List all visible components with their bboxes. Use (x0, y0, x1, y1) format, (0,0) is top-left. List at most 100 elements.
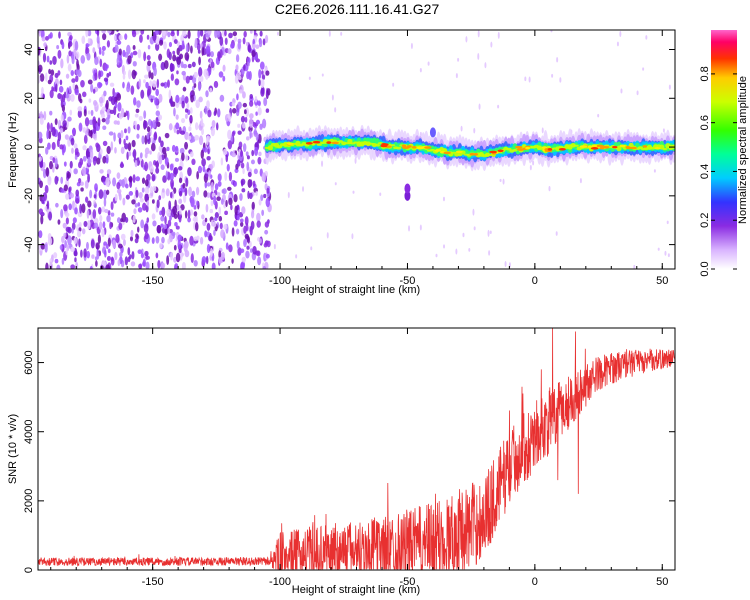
sparse-speckle (465, 36, 468, 43)
noise-speckle (117, 132, 122, 139)
noise-speckle (103, 77, 109, 82)
noise-speckle (161, 206, 166, 217)
noise-speckle (169, 191, 173, 199)
noise-speckle (224, 210, 228, 216)
noise-speckle (257, 107, 262, 116)
ridge-hotspot (654, 146, 661, 150)
ridge-mark (276, 145, 283, 149)
noise-speckle (143, 51, 147, 62)
noise-speckle (240, 115, 246, 123)
noise-speckle (38, 208, 44, 215)
ridge-hotspot (489, 150, 498, 154)
noise-speckle (42, 192, 48, 202)
noise-speckle (93, 203, 98, 208)
noise-speckle (119, 57, 123, 68)
noise-speckle (47, 34, 52, 39)
noise-speckle (78, 238, 81, 248)
noise-speckle (138, 191, 143, 199)
noise-speckle (158, 114, 163, 121)
noise-speckle (189, 235, 194, 246)
spectrogram-axes: -150 -100 -50 0 50 -40 -20 0 20 40 (23, 30, 675, 287)
noise-speckle (178, 44, 183, 52)
noise-speckle (244, 116, 248, 123)
noise-speckle (209, 87, 213, 93)
noise-speckle (217, 180, 222, 187)
noise-speckle (187, 167, 192, 177)
noise-speckle (125, 110, 129, 117)
noise-speckle (258, 69, 262, 79)
noise-speckle (50, 122, 53, 133)
noise-speckle (135, 176, 141, 182)
snr-y-tick-label: 4000 (23, 419, 35, 443)
noise-speckle (235, 228, 240, 235)
noise-speckle (173, 39, 178, 44)
noise-speckle (62, 222, 67, 229)
ridge-mark (512, 148, 518, 152)
noise-speckle (128, 254, 132, 260)
noise-speckle (181, 152, 185, 161)
noise-speckle (137, 226, 140, 233)
noise-speckle (186, 102, 190, 110)
noise-speckle (193, 205, 197, 210)
noise-speckle (187, 209, 191, 219)
noise-speckle (101, 117, 106, 123)
noise-speckle (206, 243, 211, 254)
noise-speckle (65, 193, 70, 200)
noise-speckle (64, 240, 67, 249)
noise-speckle (147, 85, 152, 96)
noise-speckle (82, 155, 87, 162)
noise-speckle (127, 247, 131, 256)
noise-speckle (78, 178, 82, 184)
noise-speckle (214, 30, 218, 39)
noise-speckle (149, 80, 153, 88)
noise-speckle (95, 142, 100, 148)
sparse-speckle (489, 230, 492, 235)
ridge-mark (573, 144, 579, 147)
noise-speckle (174, 78, 180, 86)
noise-speckle (207, 109, 212, 118)
noise-speckle (71, 228, 74, 234)
noise-speckle (75, 69, 80, 75)
noise-speckle (59, 144, 64, 150)
noise-speckle (217, 53, 221, 62)
sparse-speckle (548, 186, 551, 192)
noise-speckle (230, 42, 235, 49)
sparse-speckle (455, 73, 458, 79)
noise-speckle (125, 135, 129, 141)
noise-speckle (240, 248, 245, 253)
noise-speckle (43, 110, 47, 121)
sparse-speckle (352, 190, 355, 194)
noise-speckle (52, 55, 57, 66)
noise-speckle (160, 223, 164, 228)
noise-speckle (38, 230, 43, 239)
noise-speckle (221, 251, 225, 261)
noise-speckle (57, 49, 62, 59)
noise-speckle (213, 229, 216, 236)
noise-speckle (87, 110, 91, 115)
noise-speckle (164, 132, 170, 139)
noise-speckle (175, 122, 180, 130)
noise-speckle (164, 228, 168, 236)
noise-speckle (118, 34, 123, 41)
noise-speckle (47, 79, 52, 85)
noise-speckle (235, 54, 240, 63)
noise-speckle (165, 188, 170, 197)
noise-speckle (47, 142, 51, 150)
noise-speckle (116, 56, 120, 66)
noise-speckle (187, 30, 191, 39)
noise-speckle (103, 90, 107, 97)
noise-speckle (72, 217, 77, 224)
noise-speckle (185, 75, 190, 84)
noise-speckle (69, 34, 73, 41)
noise-speckle (60, 94, 63, 102)
noise-speckle (241, 206, 246, 215)
noise-speckle (249, 30, 253, 34)
noise-speckle (38, 156, 42, 162)
noise-speckle (204, 70, 209, 80)
noise-speckle (102, 140, 108, 147)
spectrogram-y-tick-label: -20 (23, 188, 35, 204)
noise-speckle (264, 221, 270, 228)
noise-speckle (197, 30, 201, 39)
noise-speckle (223, 223, 228, 230)
noise-speckle (120, 108, 125, 118)
